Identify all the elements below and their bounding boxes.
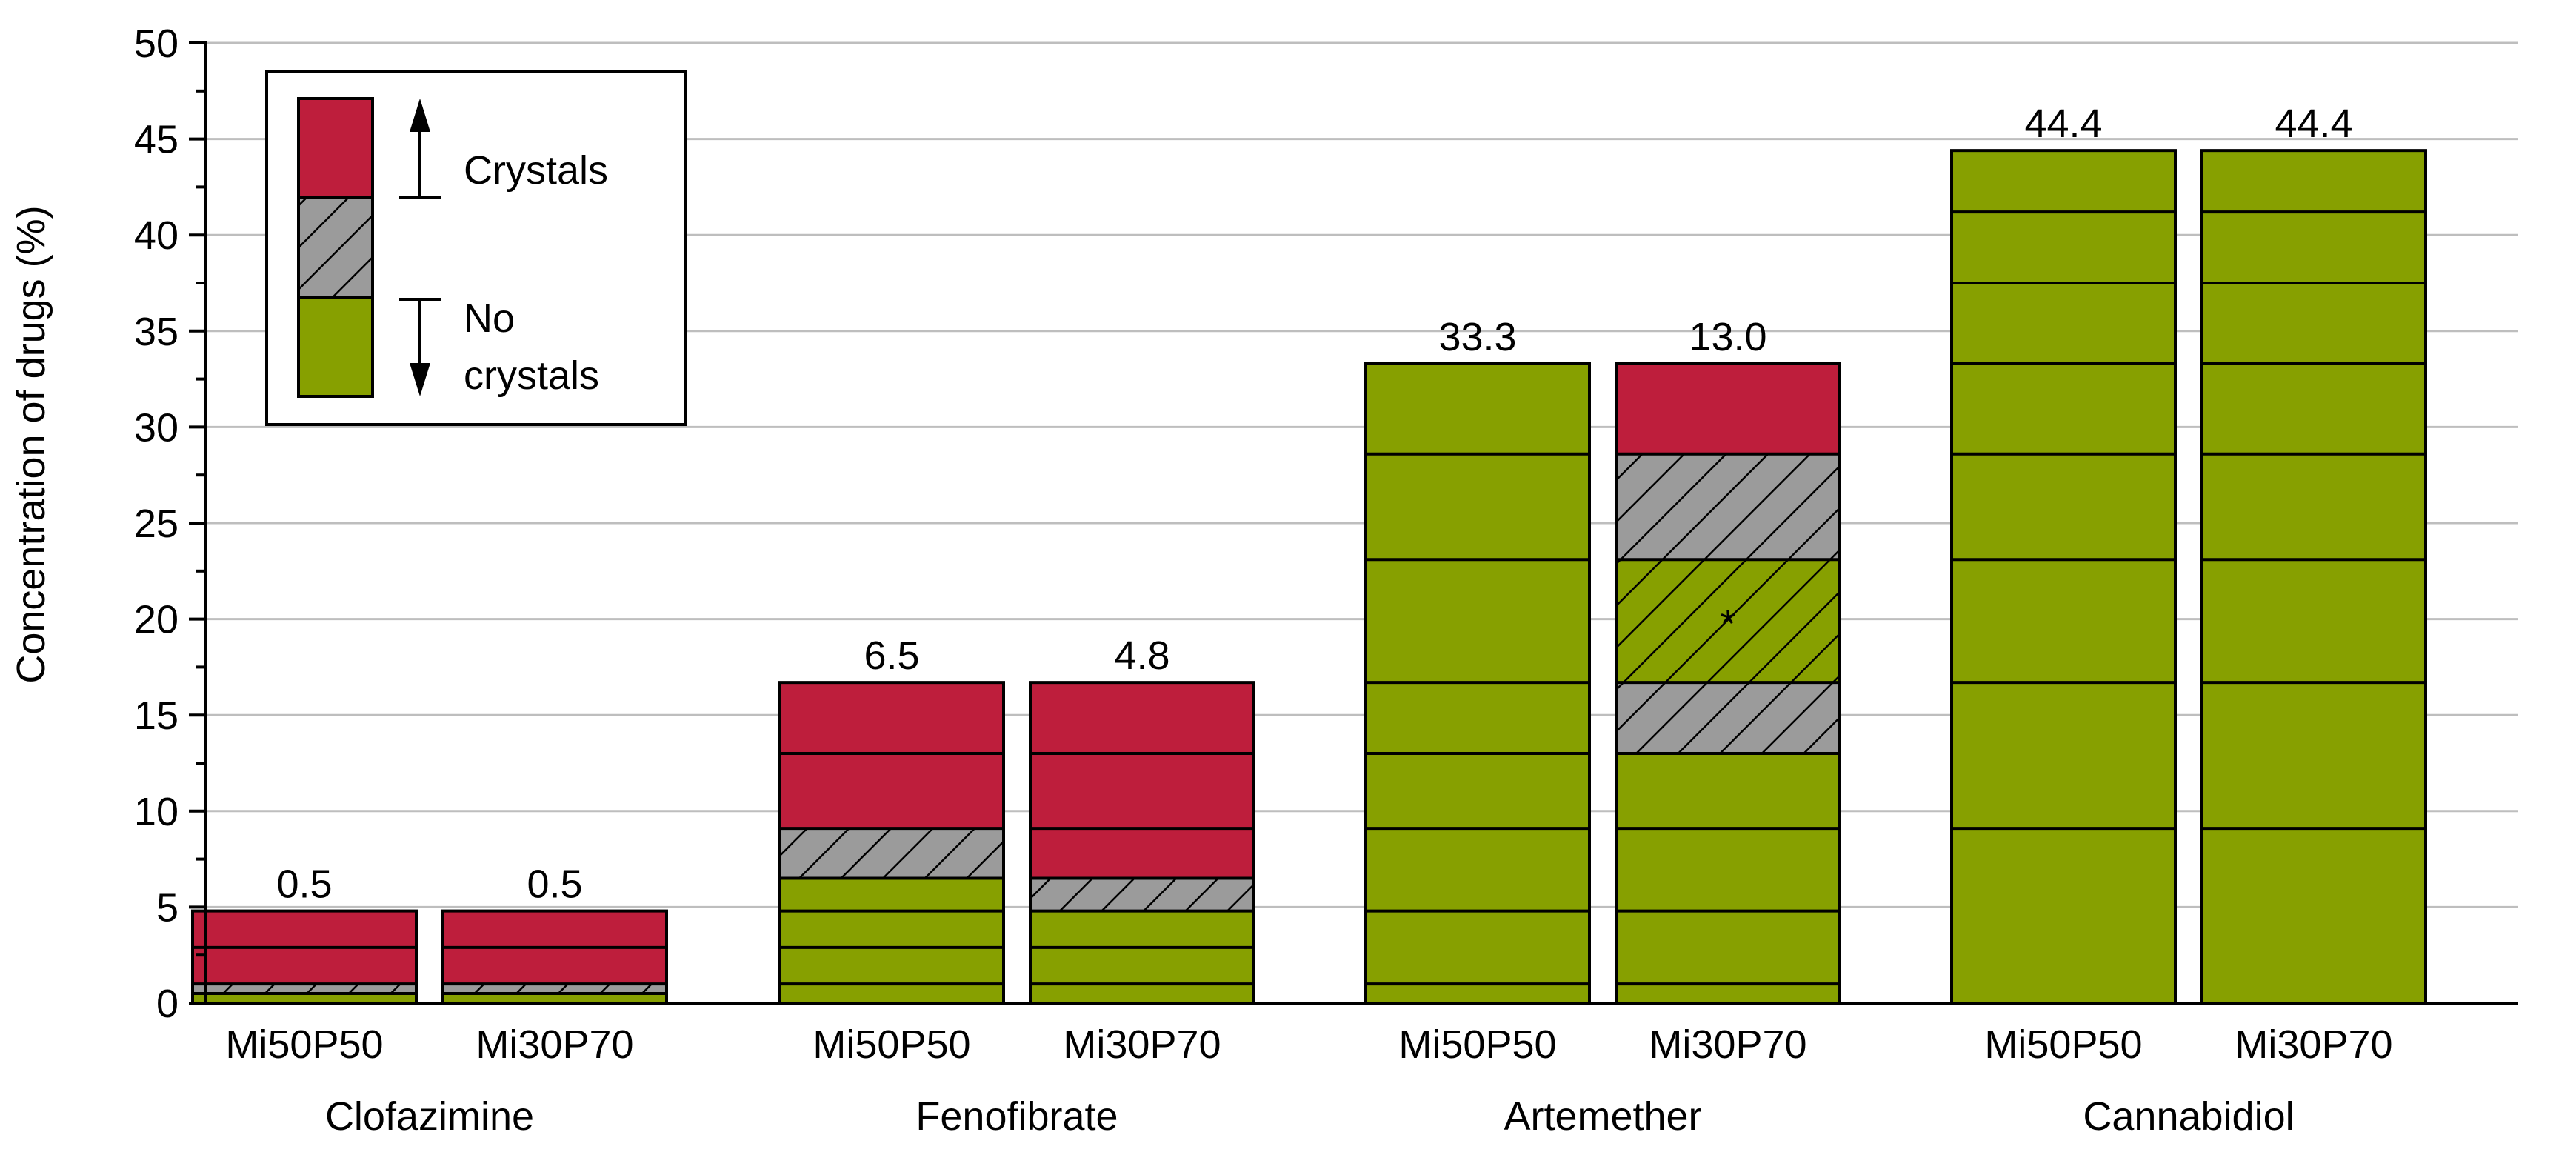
legend-swatch-no-crystals bbox=[297, 296, 374, 398]
x-group-label-drug: Cannabidiol bbox=[2083, 1094, 2294, 1139]
y-tick-label: 20 bbox=[134, 598, 178, 642]
legend-label-no-crystals-line1: No bbox=[464, 296, 515, 341]
y-tick-label: 5 bbox=[156, 885, 178, 930]
bar-segment-transition bbox=[1030, 878, 1254, 911]
y-tick-label: 50 bbox=[134, 21, 178, 66]
x-tick-label-formulation: Mi50P50 bbox=[225, 1022, 383, 1067]
bar-segment-transition bbox=[1616, 453, 1840, 560]
bar-segment-no-crystals bbox=[1952, 150, 2175, 1004]
bar-value-label: 13.0 bbox=[1689, 315, 1766, 359]
legend-swatch-transition bbox=[297, 196, 374, 299]
bar-segment-no-crystals bbox=[1030, 911, 1254, 1003]
x-tick-label-formulation: Mi50P50 bbox=[1398, 1022, 1556, 1067]
bar-segment-crystals bbox=[1616, 363, 1840, 454]
bar-value-label: 4.8 bbox=[1114, 633, 1169, 678]
x-tick-label-formulation: Mi30P70 bbox=[476, 1022, 633, 1067]
bar-value-label: 0.5 bbox=[527, 862, 582, 907]
bar-segment-no-crystals bbox=[2202, 150, 2426, 1004]
bar-value-label: 0.5 bbox=[276, 862, 332, 907]
x-group-label-drug: Artemether bbox=[1504, 1094, 1701, 1139]
y-tick-label: 35 bbox=[134, 310, 178, 354]
y-tick-label: 45 bbox=[134, 118, 178, 162]
y-tick-label: 15 bbox=[134, 693, 178, 738]
bar-segment-transition bbox=[1616, 682, 1840, 754]
bar-segment-no-crystals bbox=[780, 878, 1004, 1003]
x-tick-label-formulation: Mi30P70 bbox=[1649, 1022, 1806, 1067]
bar-value-label: 44.4 bbox=[2275, 101, 2352, 146]
bar-segment-no-crystals-hatched bbox=[1616, 559, 1840, 683]
bar-segment-crystals bbox=[1030, 682, 1254, 879]
x-group-label-drug: Fenofibrate bbox=[915, 1094, 1118, 1139]
bar-segment-no-crystals bbox=[193, 993, 416, 1003]
bar-segment-no-crystals bbox=[443, 993, 667, 1003]
y-tick-label: 0 bbox=[156, 982, 178, 1026]
x-group-label-drug: Clofazimine bbox=[325, 1094, 534, 1139]
x-axis-labels: Mi50P50 Mi30P70 Clofazimine Mi50P50 Mi30P70 F… bbox=[225, 1022, 2392, 1139]
legend-label-no-crystals-line2: crystals bbox=[464, 353, 599, 398]
bar-segment-transition bbox=[193, 984, 416, 994]
bar-marker: * bbox=[1720, 602, 1735, 646]
legend-arrow-up bbox=[399, 99, 441, 199]
legend-label-crystals: Crystals bbox=[464, 148, 608, 193]
bar-value-label: 6.5 bbox=[864, 633, 919, 678]
y-axis: 0 5 10 15 20 25 30 35 40 45 50 bbox=[134, 21, 2518, 1026]
x-tick-label-formulation: Mi50P50 bbox=[812, 1022, 970, 1067]
x-tick-label-formulation: Mi30P70 bbox=[2235, 1022, 2392, 1067]
bar-segment-transition bbox=[780, 828, 1004, 879]
y-tick-label: 25 bbox=[134, 502, 178, 546]
y-tick-label: 10 bbox=[134, 790, 178, 834]
bar-value-label: 44.4 bbox=[2024, 101, 2102, 146]
legend-swatch-crystals bbox=[297, 97, 374, 199]
bar-segment-no-crystals bbox=[1616, 753, 1840, 1003]
y-tick-label: 30 bbox=[134, 405, 178, 450]
y-tick-label: 40 bbox=[134, 213, 178, 258]
bar-segment-crystals bbox=[780, 682, 1004, 829]
legend: Crystals No crystals bbox=[265, 70, 687, 426]
legend-arrow-down bbox=[399, 298, 441, 396]
bar-value-label: 33.3 bbox=[1438, 315, 1516, 359]
y-axis-title: Concentration of drugs (%) bbox=[9, 205, 53, 683]
x-tick-label-formulation: Mi30P70 bbox=[1063, 1022, 1221, 1067]
bar-segment-transition bbox=[443, 984, 667, 994]
bars-layer: 0.5 0.5 6.5 4.8 33.3 * 13.0 44.4 44.4 bbox=[191, 101, 2427, 1005]
x-tick-label-formulation: Mi50P50 bbox=[1984, 1022, 2142, 1067]
